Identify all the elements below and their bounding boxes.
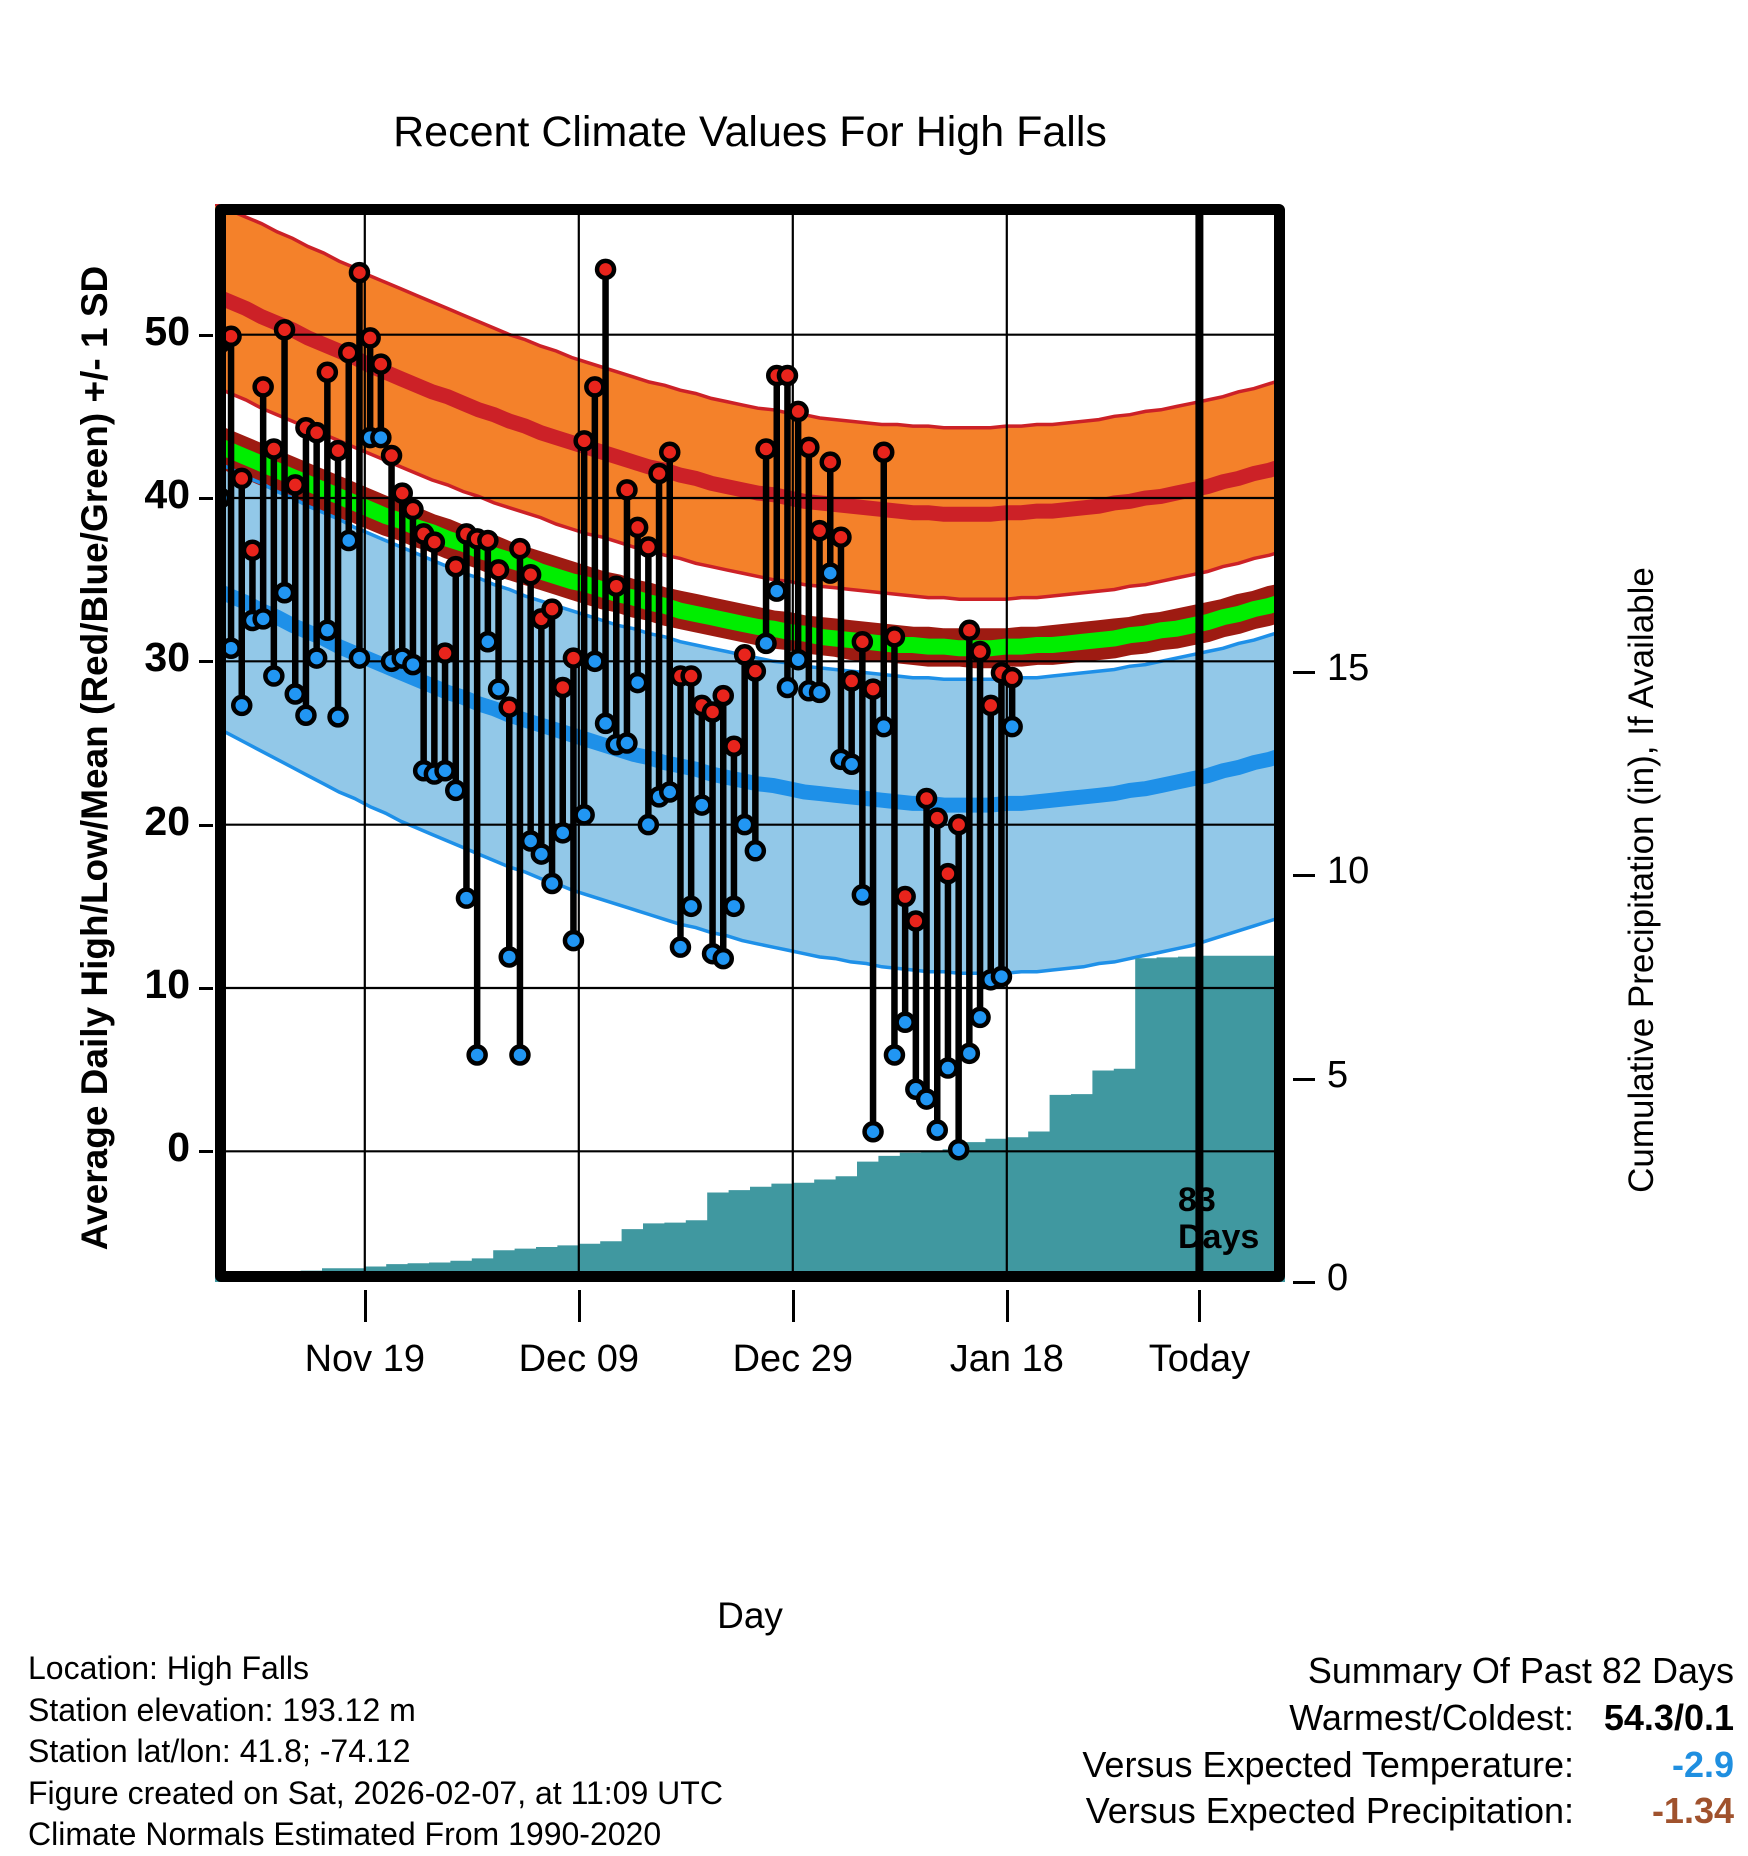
- y-axis-left-tick-label: 50: [144, 307, 190, 354]
- station-info-line: Figure created on Sat, 2026-02-07, at 11…: [28, 1774, 723, 1811]
- y-axis-left-tick-label: 30: [144, 634, 190, 681]
- y-axis-left-tick-mark: [199, 497, 213, 500]
- summary-row-label: Versus Expected Precipitation:: [1085, 1790, 1584, 1832]
- x-axis-tick-label: Jan 18: [949, 1338, 1064, 1380]
- station-info-line: Station elevation: 193.12 m: [28, 1691, 416, 1728]
- y-axis-right-tick-label: 15: [1327, 646, 1370, 689]
- x-axis-tick-label: Today: [1148, 1338, 1251, 1380]
- summary-row-value: -1.34: [1651, 1790, 1734, 1832]
- x-axis-label: Day: [717, 1595, 783, 1636]
- y-axis-right-tick-label: 10: [1327, 850, 1370, 893]
- x-axis-tick-label: Dec 09: [518, 1338, 639, 1380]
- observation-markers-svg: [215, 258, 1023, 1161]
- station-info: Location: High Falls Station elevation: 1…: [28, 1648, 723, 1856]
- page-title: Recent Climate Values For High Falls: [393, 108, 1107, 156]
- y-axis-left-tick-mark: [199, 987, 213, 990]
- y-axis-left-tick-mark: [199, 660, 213, 664]
- y-axis-right-tick-label: 0: [1327, 1257, 1349, 1299]
- summary-row: Versus Expected Precipitation: -1.34: [1082, 1788, 1734, 1835]
- y-axis-right-label: Cumulative Precipitation (in), If Availa…: [1622, 567, 1661, 1193]
- y-axis-left-tick-label: 40: [144, 471, 190, 517]
- summary-row-label: Warmest/Coldest:: [1289, 1696, 1584, 1738]
- y-axis-left-label: Average Daily High/Low/Mean (Red/Blue/Gr…: [74, 265, 115, 1251]
- days-count-annotation: 83 Days: [1178, 1182, 1259, 1255]
- x-axis-tick-label: Dec 29: [732, 1338, 853, 1380]
- y-axis-right-tick-label: 5: [1327, 1053, 1349, 1096]
- x-axis-tick-mark: [577, 1290, 581, 1322]
- summary-row-value: 54.3/0.1: [1603, 1696, 1734, 1738]
- summary-heading: Summary Of Past 82 Days: [1307, 1650, 1734, 1691]
- x-axis-tick-mark: [791, 1290, 795, 1322]
- days-count-line: Days: [1178, 1217, 1260, 1256]
- y-axis-right-tick-mark: [1293, 670, 1315, 674]
- y-axis-left-tick-mark: [199, 333, 213, 337]
- y-axis-right-tick-mark: [1293, 874, 1315, 878]
- y-axis-right-tick-mark: [1293, 1281, 1315, 1284]
- x-axis-tick-label: Nov 19: [304, 1338, 425, 1380]
- summary-row-label: Versus Expected Temperature:: [1082, 1743, 1584, 1785]
- station-info-line: Station lat/lon: 41.8; -74.12: [28, 1733, 411, 1770]
- summary-panel: Summary Of Past 82 Days Warmest/Coldest:…: [1082, 1648, 1734, 1835]
- x-axis-tick-mark: [1198, 1290, 1202, 1322]
- y-axis-left-tick-mark: [199, 1150, 213, 1154]
- days-count-line: 83: [1178, 1181, 1216, 1219]
- summary-row-value: -2.9: [1671, 1743, 1734, 1785]
- summary-rows: Warmest/Coldest: 54.3/0.1 Versus Expected…: [1082, 1695, 1734, 1835]
- y-axis-left-tick-mark: [199, 823, 213, 827]
- summary-row: Warmest/Coldest: 54.3/0.1: [1082, 1695, 1734, 1742]
- y-axis-right-tick-mark: [1293, 1077, 1315, 1081]
- y-axis-left-tick-label: 10: [144, 961, 190, 1007]
- y-axis-left-tick-label: 20: [144, 797, 190, 844]
- x-axis-tick-mark: [363, 1290, 367, 1322]
- summary-row: Versus Expected Temperature: -2.9: [1082, 1742, 1734, 1789]
- y-axis-left-tick-label: 0: [167, 1124, 190, 1171]
- station-info-line: Climate Normals Estimated From 1990-2020: [28, 1816, 662, 1853]
- x-axis-tick-mark: [1005, 1290, 1009, 1322]
- station-info-line: Location: High Falls: [28, 1650, 310, 1686]
- plot-area[interactable]: [215, 204, 1285, 1282]
